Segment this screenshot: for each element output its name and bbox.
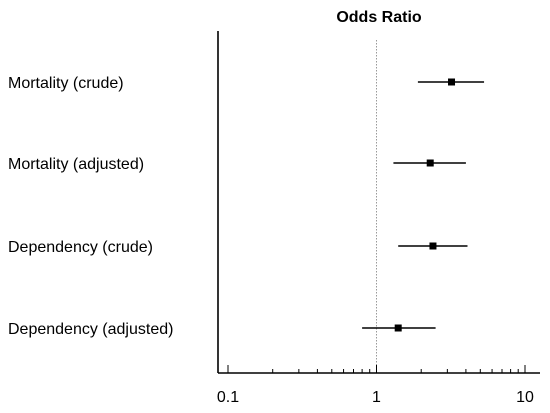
x-tick-label: 0.1 (217, 389, 239, 406)
x-tick-label: 1 (372, 389, 381, 406)
plot-marks (362, 78, 485, 332)
odds-ratio-marker (448, 78, 456, 86)
x-tick-label: 10 (516, 389, 534, 406)
chart-title: Odds Ratio (336, 9, 422, 26)
x-axis-tick-labels: 0.1 1 10 (217, 389, 534, 406)
x-axis-ticks (227, 365, 526, 373)
odds-ratio-marker (429, 242, 437, 250)
odds-ratio-marker (426, 159, 434, 167)
row-label: Dependency (adjusted) (8, 321, 173, 338)
row-labels: Mortality (crude) Mortality (adjusted) Dep… (8, 75, 173, 338)
row-label: Dependency (crude) (8, 239, 153, 256)
row-label: Mortality (adjusted) (8, 156, 144, 173)
odds-ratio-marker (394, 324, 402, 332)
row-label: Mortality (crude) (8, 75, 124, 92)
